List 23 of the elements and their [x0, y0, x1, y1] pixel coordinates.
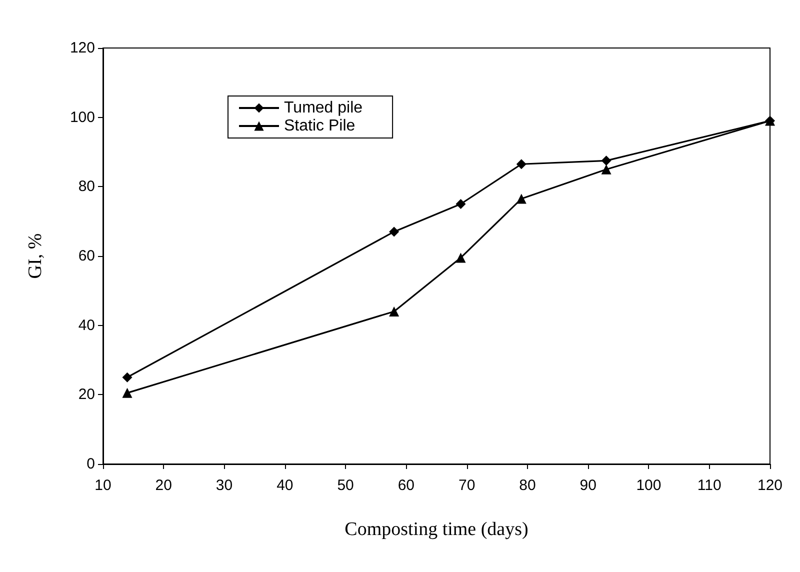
y-tick-label: 0 — [86, 456, 95, 472]
legend-label: Tumed pile — [284, 100, 363, 116]
x-tick-label: 40 — [276, 477, 294, 494]
y-tick-label: 80 — [78, 178, 95, 196]
x-tick-label: 10 — [94, 477, 112, 494]
x-tick-label: 70 — [458, 477, 476, 494]
y-tick-label: 20 — [78, 386, 95, 404]
x-tick-label: 120 — [757, 477, 783, 494]
x-tick-label: 100 — [636, 477, 662, 494]
x-tick-label: 60 — [398, 477, 415, 494]
x-tick-label: 30 — [216, 477, 233, 494]
y-tick-label: 60 — [78, 248, 95, 264]
x-axis-title: Composting time (days) — [344, 519, 528, 540]
x-tick-label: 20 — [155, 477, 172, 494]
x-tick-label: 50 — [337, 477, 354, 494]
x-tick-label: 90 — [580, 477, 596, 494]
y-tick-label: 100 — [70, 108, 95, 126]
y-tick-label: 120 — [70, 40, 95, 56]
y-axis-title: GI, % — [25, 233, 46, 279]
y-tick-label: 40 — [78, 316, 95, 334]
x-tick-label: 110 — [697, 477, 722, 494]
x-tick-label: 80 — [519, 477, 536, 494]
legend-label: Static Pile — [284, 118, 356, 134]
